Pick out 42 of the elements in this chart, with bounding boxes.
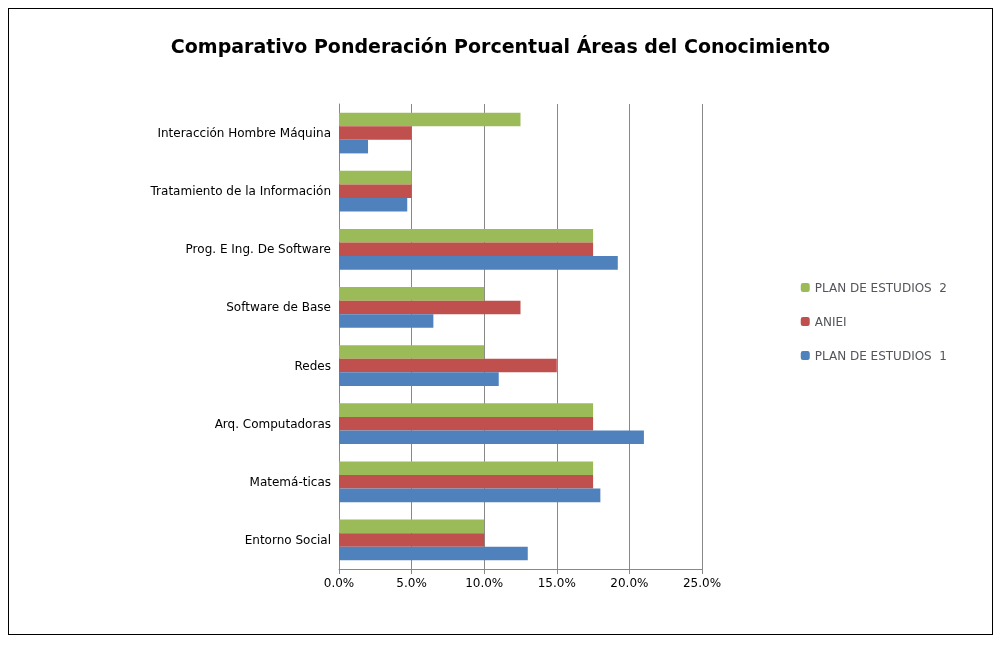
x-tick-label: 5.0% xyxy=(396,576,427,590)
bar xyxy=(339,228,594,243)
bar xyxy=(339,488,601,503)
y-tick-label: Entorno Social xyxy=(244,532,331,547)
bar xyxy=(339,197,408,212)
bar xyxy=(339,416,594,431)
y-tick-label: Prog. E Ing. De Software xyxy=(185,242,331,257)
bar xyxy=(339,358,557,373)
legend-label: PLAN DE ESTUDIOS 1 xyxy=(814,348,948,363)
legend-label: PLAN DE ESTUDIOS 2 xyxy=(814,280,948,295)
y-tick-label: Redes xyxy=(294,358,331,373)
bar xyxy=(339,546,528,561)
x-tick-label: 25.0% xyxy=(682,576,722,590)
y-tick-label: Matemá-ticas xyxy=(249,474,331,489)
bar xyxy=(339,300,521,315)
bar xyxy=(339,345,485,359)
bar xyxy=(339,287,485,301)
bar xyxy=(339,112,521,127)
bar xyxy=(339,139,369,154)
bar xyxy=(339,475,594,489)
bar xyxy=(339,430,644,445)
bar xyxy=(339,403,594,417)
bar xyxy=(339,256,618,270)
bar xyxy=(339,184,412,198)
x-tick-label: 20.0% xyxy=(610,576,649,590)
y-tick-label: Interacción Hombre Máquina xyxy=(157,126,331,141)
bar xyxy=(339,170,412,185)
bar xyxy=(339,126,412,140)
y-tick-label: Tratamiento de la Información xyxy=(149,184,331,199)
x-tick-label: 15.0% xyxy=(537,576,576,590)
bar xyxy=(339,372,499,386)
legend-label: ANIEI xyxy=(814,314,847,329)
x-tick-label: 10.0% xyxy=(465,576,504,590)
bar xyxy=(339,314,434,328)
bar xyxy=(339,519,485,534)
y-tick-label: Arq. Computadoras xyxy=(214,416,331,431)
bar xyxy=(339,242,594,257)
y-tick-label: Software de Base xyxy=(226,300,331,315)
chart-title: Comparativo Ponderación Porcentual Áreas del Conocimiento xyxy=(170,34,831,57)
x-tick-label: 0.0% xyxy=(323,576,355,590)
bar xyxy=(339,533,485,547)
bar xyxy=(339,461,594,476)
